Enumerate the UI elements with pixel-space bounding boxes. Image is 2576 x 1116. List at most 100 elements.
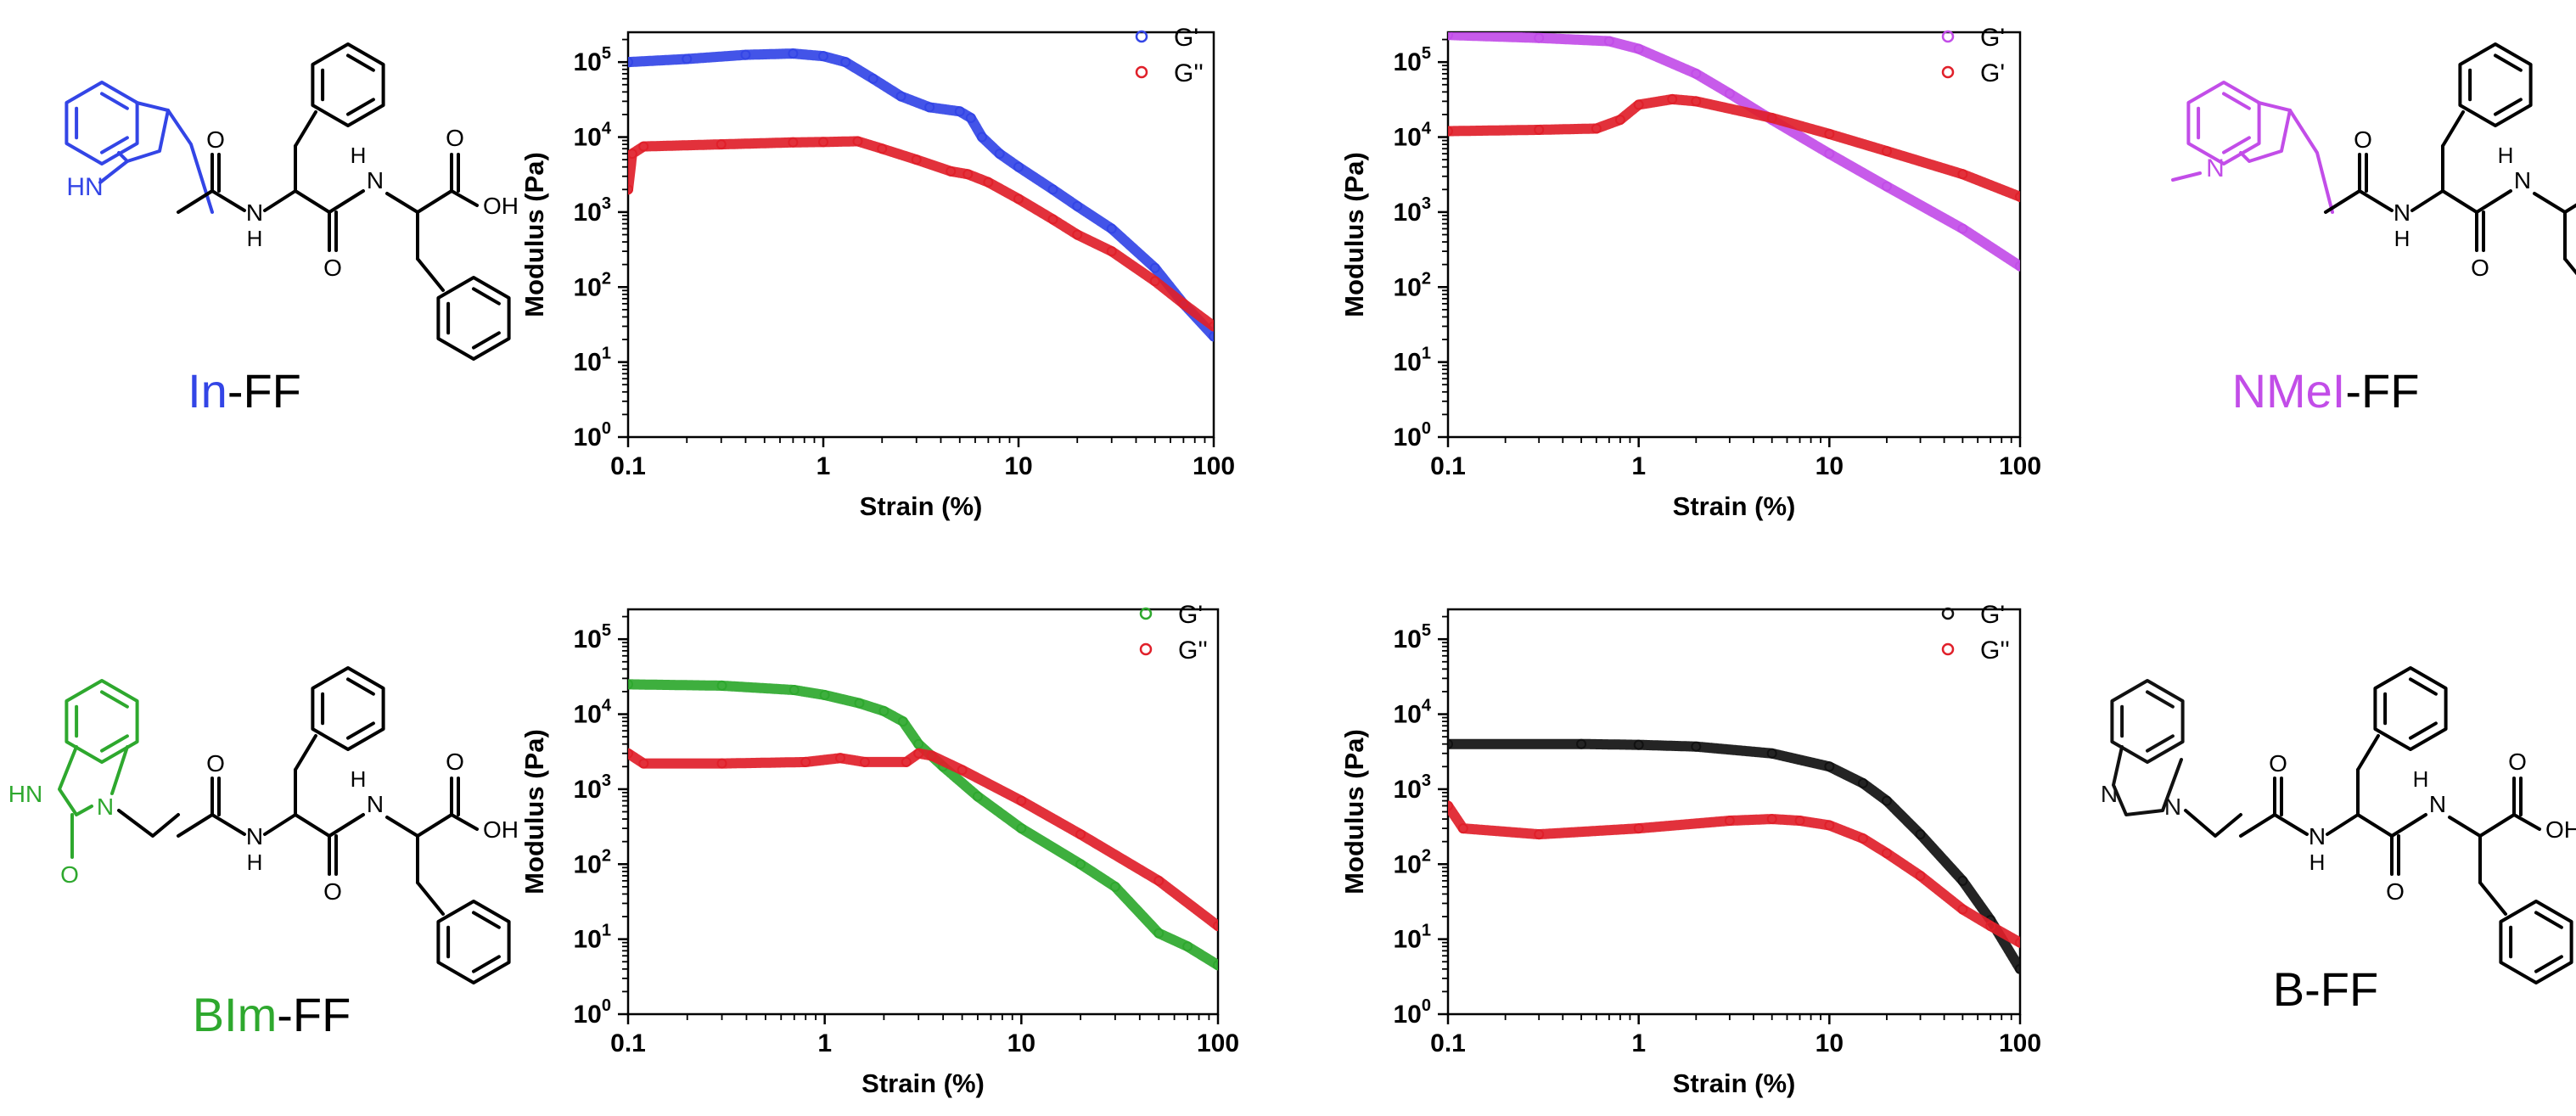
y-tick-label: 100 — [1394, 419, 1432, 451]
data-point — [911, 154, 922, 165]
data-point — [1209, 331, 1214, 342]
legend-marker — [1941, 30, 1955, 43]
y-axis-label: Modulus (Pa) — [519, 729, 549, 894]
oxygen-atom: O — [2508, 749, 2527, 775]
series-band — [1448, 93, 2020, 202]
data-point — [1448, 800, 1453, 811]
data-point — [1691, 741, 1702, 752]
legend-label: G' — [1980, 601, 2005, 629]
aromatic-double-bonds — [75, 690, 129, 753]
side-chain — [416, 257, 445, 292]
data-point — [788, 48, 799, 59]
plot-frame — [1446, 608, 2022, 1016]
compound-label: BIm-FF — [193, 988, 351, 1041]
compound-label: In-FF — [188, 364, 301, 418]
oxygen-atom: O — [323, 255, 342, 281]
data-point — [638, 141, 649, 152]
y-tick-label: 103 — [574, 194, 612, 227]
data-point — [1047, 214, 1058, 225]
series-band — [1448, 738, 2020, 974]
data-point — [2015, 963, 2020, 974]
data-point — [1013, 161, 1024, 172]
linker-bond — [166, 109, 214, 214]
data-point — [962, 169, 974, 180]
data-point — [1153, 928, 1165, 939]
acid-bond — [2563, 203, 2576, 214]
hydrogen-atom: H — [2394, 226, 2410, 251]
data-point — [1824, 149, 1835, 160]
nitrogen-atom: N — [246, 823, 263, 850]
data-point — [1591, 123, 1602, 134]
acid-bond — [416, 813, 453, 838]
y-tick-label: 104 — [1394, 120, 1432, 152]
amide-bond — [2390, 813, 2427, 838]
y-tick-label: 103 — [574, 771, 612, 804]
data-point — [926, 750, 937, 761]
data-point — [913, 748, 924, 759]
series-loss-modulus — [1448, 93, 2020, 202]
data-point — [1213, 960, 1218, 971]
legend-label: G'' — [1980, 637, 2010, 665]
oxygen-atom: O — [60, 861, 79, 888]
x-tick-label: 10 — [1007, 1029, 1035, 1057]
y-tick-label: 101 — [1394, 922, 1432, 954]
data-point — [1957, 223, 1968, 234]
legend-label: G' — [1980, 59, 2005, 87]
data-point — [1633, 43, 1644, 54]
hydrogen-atom: H — [2498, 143, 2514, 168]
y-tick-label: 101 — [1394, 345, 1432, 377]
data-point — [1448, 32, 1453, 41]
nitrogen-atom: N — [2394, 199, 2410, 226]
data-point — [1724, 816, 1735, 827]
data-point — [1766, 814, 1777, 825]
nitrogen-atom: N — [367, 791, 384, 817]
data-point — [1075, 829, 1086, 840]
data-point — [1881, 146, 1892, 157]
data-point — [1149, 262, 1160, 273]
n-methyl-nitrogen: N — [2206, 154, 2225, 182]
data-point — [1881, 848, 1892, 859]
alpha-bond — [2448, 816, 2482, 838]
x-tick-label: 100 — [1193, 452, 1235, 480]
data-point — [1881, 795, 1892, 806]
y-tick-label: 102 — [574, 846, 612, 878]
molecule-nmei: NONHONHOOHNMeI-FF — [2171, 42, 2576, 418]
data-point — [1106, 223, 1117, 234]
alpha-bond — [385, 192, 419, 214]
data-point — [628, 57, 633, 68]
data-point — [2015, 191, 2020, 202]
data-point — [1766, 112, 1777, 123]
data-point — [983, 177, 994, 188]
y-tick-label: 105 — [1394, 621, 1432, 653]
benzimidazole-benzene-ring — [65, 679, 139, 764]
hydroxyl-group: OH — [483, 816, 519, 843]
chart-bim-ff: 0.1 1 10 100 100 101 102 103 104 105 Strain (%) Mod… — [519, 601, 1239, 1098]
data-point — [957, 765, 968, 776]
y-tick-label: 103 — [1394, 771, 1432, 804]
oxygen-atom: O — [2269, 750, 2287, 777]
y-tick-label: 105 — [574, 621, 612, 653]
data-point — [897, 716, 908, 727]
legend-marker — [1139, 607, 1153, 620]
data-point — [716, 680, 727, 691]
y-tick-label: 100 — [574, 996, 612, 1029]
data-point — [994, 149, 1005, 160]
aromatic-double-bonds — [2197, 92, 2251, 154]
side-chain — [2356, 734, 2380, 771]
hydroxyl-bond — [2512, 813, 2541, 831]
data-layer — [628, 48, 1214, 342]
data-point — [878, 705, 890, 716]
alpha-bond — [2410, 189, 2444, 212]
data-point — [1013, 193, 1024, 205]
data-point — [1691, 68, 1702, 79]
amide-bond — [2358, 189, 2394, 212]
data-layer — [1448, 32, 2020, 272]
hydroxyl-bond — [450, 189, 479, 207]
data-point — [628, 679, 633, 690]
legend-label: G'' — [1178, 637, 1208, 665]
linker-bond — [177, 189, 214, 214]
y-tick-label: 100 — [1394, 996, 1432, 1029]
y-axis-label: Modulus (Pa) — [1339, 152, 1369, 317]
